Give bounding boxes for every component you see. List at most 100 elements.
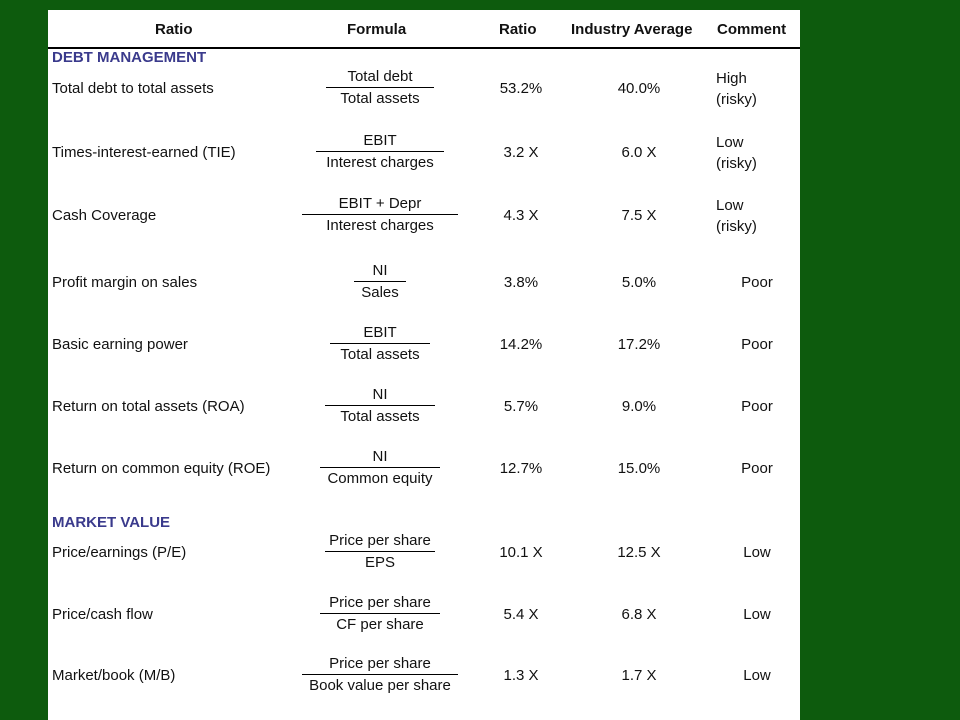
formula-fraction: EBIT Interest charges — [290, 132, 470, 171]
ratio-name: Return on common equity (ROE) — [52, 460, 271, 477]
formula-numerator: Total debt — [347, 68, 413, 85]
ratio-value: 5.7% — [503, 398, 539, 415]
industry-average-value: 6.0 X — [621, 144, 657, 161]
industry-average-value: 5.0% — [621, 274, 657, 291]
table-row: Price/earnings (P/E) Price per share EPS 10… — [48, 532, 800, 594]
formula-denominator: Total assets — [340, 408, 420, 425]
fraction-bar — [320, 467, 440, 468]
formula-fraction: NI Total assets — [290, 386, 470, 425]
comment: Low — [743, 606, 771, 623]
table-row: Return on common equity (ROE) NI Common eq… — [48, 448, 800, 510]
comment-line: (risky) — [716, 91, 757, 108]
header-comment: Comment — [717, 21, 787, 38]
formula-fraction: Price per share CF per share — [290, 594, 470, 633]
comment: Low (risky) — [716, 132, 757, 174]
fraction-bar — [316, 151, 444, 152]
formula-numerator: Price per share — [329, 532, 431, 549]
ratio-value: 3.8% — [503, 274, 539, 291]
comment: Poor — [741, 398, 773, 415]
industry-average-value: 17.2% — [617, 336, 661, 353]
section-market-value: MARKET VALUE — [52, 514, 171, 531]
formula-fraction: EBIT + Depr Interest charges — [290, 195, 470, 234]
ratio-value: 14.2% — [499, 336, 543, 353]
ratio-name: Profit margin on sales — [52, 274, 198, 291]
fraction-bar — [326, 87, 434, 88]
ratio-name: Price/cash flow — [52, 606, 153, 623]
industry-average-value: 15.0% — [617, 460, 661, 477]
comment: Poor — [741, 460, 773, 477]
table-row: Times-interest-earned (TIE) EBIT Interest … — [48, 132, 800, 194]
formula-fraction: EBIT Total assets — [290, 324, 470, 363]
ratio-value: 1.3 X — [503, 667, 539, 684]
sheet-edge — [797, 10, 800, 241]
comment: Poor — [741, 336, 773, 353]
ratio-value: 3.2 X — [503, 144, 539, 161]
comment-line: Low — [716, 197, 744, 214]
ratio-value: 4.3 X — [503, 207, 539, 224]
formula-denominator: Interest charges — [326, 217, 434, 234]
formula-denominator: Total assets — [340, 346, 420, 363]
formula-fraction: NI Common equity — [290, 448, 470, 487]
ratio-table-sheet — [48, 10, 800, 720]
comment: High (risky) — [716, 68, 757, 110]
comment: Low — [743, 544, 771, 561]
comment: Poor — [741, 274, 773, 291]
fraction-bar — [302, 674, 458, 675]
table-row: Return on total assets (ROA) NI Total asse… — [48, 386, 800, 448]
formula-numerator: EBIT — [363, 132, 397, 149]
table-row: Cash Coverage EBIT + Depr Interest charges… — [48, 195, 800, 257]
ratio-value: 5.4 X — [503, 606, 539, 623]
formula-numerator: EBIT + Depr — [338, 195, 422, 212]
formula-fraction: Price per share EPS — [290, 532, 470, 571]
table-row: Profit margin on sales NI Sales 3.8% 5.0% Poo… — [48, 262, 800, 324]
comment-line: (risky) — [716, 155, 757, 172]
header-formula: Formula — [347, 21, 407, 38]
header-ratio: Ratio — [155, 21, 193, 38]
ratio-name: Basic earning power — [52, 336, 188, 353]
ratio-name: Return on total assets (ROA) — [52, 398, 245, 415]
ratio-name: Price/earnings (P/E) — [52, 544, 187, 561]
comment-line: High — [716, 70, 747, 87]
comment-line: (risky) — [716, 218, 757, 235]
ratio-name: Total debt to total assets — [52, 80, 214, 97]
industry-average-value: 7.5 X — [621, 207, 657, 224]
industry-average-value: 40.0% — [617, 80, 661, 97]
industry-average-value: 9.0% — [621, 398, 657, 415]
table-header: Ratio Formula Ratio Industry Average Com… — [48, 10, 800, 49]
table-row: Market/book (M/B) Price per share Book val… — [48, 655, 800, 717]
section-debt-management: DEBT MANAGEMENT — [52, 49, 207, 66]
fraction-bar — [330, 343, 430, 344]
industry-average-value: 12.5 X — [617, 544, 661, 561]
header-industry-average: Industry Average — [571, 21, 693, 38]
industry-average-value: 1.7 X — [621, 667, 657, 684]
formula-denominator: CF per share — [336, 616, 424, 633]
formula-numerator: EBIT — [363, 324, 397, 341]
formula-numerator: NI — [372, 386, 388, 403]
formula-denominator: EPS — [364, 554, 395, 571]
formula-denominator: Sales — [361, 284, 399, 301]
header-value: Ratio — [499, 21, 537, 38]
formula-denominator: Interest charges — [326, 154, 434, 171]
formula-fraction: Total debt Total assets — [290, 68, 470, 107]
fraction-bar — [354, 281, 406, 282]
ratio-value: 10.1 X — [499, 544, 543, 561]
ratio-value: 53.2% — [499, 80, 543, 97]
formula-numerator: NI — [372, 262, 388, 279]
formula-denominator: Common equity — [327, 470, 433, 487]
comment-line: Low — [716, 134, 744, 151]
ratio-table: DEBT MANAGEMENT MARKET VALUE Total debt … — [48, 0, 800, 720]
ratio-name: Cash Coverage — [52, 207, 157, 224]
fraction-bar — [325, 405, 435, 406]
comment: Low (risky) — [716, 195, 757, 237]
formula-numerator: Price per share — [329, 655, 431, 672]
formula-numerator: NI — [372, 448, 388, 465]
ratio-value: 12.7% — [499, 460, 543, 477]
ratio-name: Times-interest-earned (TIE) — [52, 144, 236, 161]
formula-denominator: Total assets — [340, 90, 420, 107]
fraction-bar — [302, 214, 458, 215]
formula-denominator: Book value per share — [309, 677, 451, 694]
formula-fraction: NI Sales — [290, 262, 470, 301]
ratio-name: Market/book (M/B) — [52, 667, 176, 684]
comment: Low — [743, 667, 771, 684]
formula-numerator: Price per share — [329, 594, 431, 611]
